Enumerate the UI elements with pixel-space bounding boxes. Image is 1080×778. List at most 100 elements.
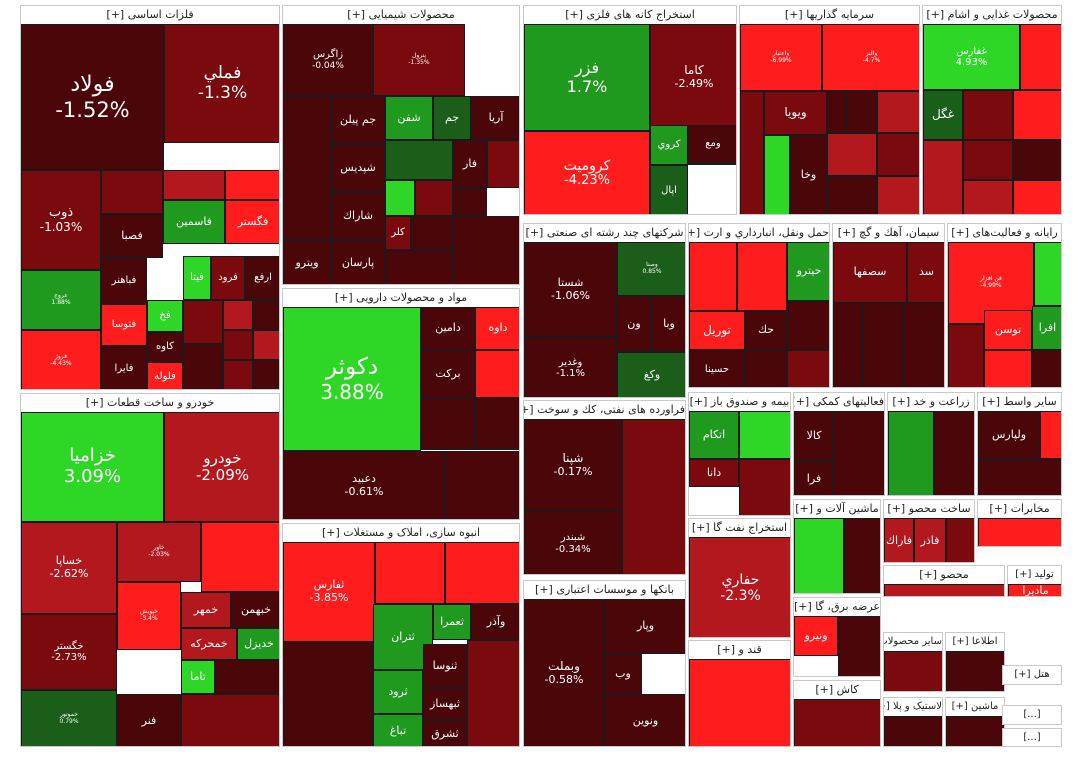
stock-tile[interactable]: شپنا -0.17% — [524, 419, 622, 511]
sector-title[interactable]: ماشین آلات و [+] — [795, 502, 879, 515]
stock-tile[interactable]: كالا — [794, 411, 834, 461]
stock-tile[interactable]: ثتران — [373, 604, 433, 670]
sector-9[interactable]: فن افزار -4.99% توسن افرا رایانه و فعالیت‌ها… — [947, 223, 1062, 388]
stock-tile[interactable]: داوه — [475, 307, 519, 350]
stock-tile[interactable]: دكوثر 3.88% — [283, 307, 421, 451]
sector-title[interactable]: [...] — [1023, 732, 1041, 743]
sector-title[interactable]: شرکتهای چند رشته ای صنعتی [+] — [525, 226, 684, 239]
stock-tile[interactable]: شپديس — [331, 144, 385, 192]
sector-title[interactable]: انبوه سازی، املاک و مستغلات [+] — [321, 526, 481, 539]
sector-24[interactable]: ماديرا تولید [+] — [1007, 565, 1062, 597]
stock-tile[interactable]: ونيرو — [794, 616, 838, 656]
sector-title[interactable]: فراورده های نفتی، کك و سوخت [+] — [524, 403, 685, 416]
sector-16[interactable]: ولپارس سایر واسط [+] — [977, 392, 1062, 496]
stock-tile[interactable]: پترول -1.35% — [373, 24, 465, 96]
stock-tile[interactable]: كروي — [650, 125, 688, 165]
sector-10[interactable]: خزاميا 3.09% خودرو -2.09% خساپا -2.62% خاور -2.… — [20, 393, 280, 747]
stock-tile[interactable]: ارفع — [245, 256, 279, 300]
stock-tile[interactable]: خاور -2.03% — [117, 522, 201, 582]
sector-title[interactable]: حمل ونقل، انبارداري و ارت [+] — [689, 226, 829, 239]
stock-tile[interactable]: غفارس 4.93% — [923, 24, 1020, 90]
sector-29[interactable]: لاستیک و پلا [+] — [883, 697, 943, 747]
sector-8[interactable]: سصفها سد سیمان، آهك و گچ [+] — [832, 223, 945, 388]
sector-14[interactable]: كالا فرا فعالیتهای کمکی [+] — [793, 392, 885, 496]
stock-tile[interactable]: ويويا — [764, 91, 827, 135]
stock-tile[interactable]: دامين — [421, 307, 475, 350]
stock-tile[interactable]: شبندر -0.34% — [524, 511, 622, 574]
stock-tile[interactable]: فايرا — [101, 346, 147, 389]
stock-tile[interactable]: فرود — [211, 256, 245, 300]
stock-tile[interactable]: خساپا -2.62% — [21, 522, 117, 614]
sector-title[interactable]: فعالیتهای کمکی [+] — [794, 395, 884, 408]
stock-tile[interactable]: فيتا — [183, 256, 211, 300]
sector-5[interactable]: دكوثر 3.88% دامين داوه بركت دعبيد -0.61% مواد و… — [282, 288, 520, 520]
stock-tile[interactable]: وخا — [790, 135, 827, 214]
sector-title[interactable]: بانکها و موسسات اعتباری [+] — [535, 583, 674, 596]
sector-title[interactable]: سرمایه گذاریها [+] — [784, 8, 875, 21]
stock-tile[interactable]: فروژ -4.43% — [21, 330, 101, 389]
sector-title[interactable]: محصو [+] — [919, 568, 969, 581]
stock-tile[interactable]: وبملت -0.58% — [524, 599, 604, 746]
stock-tile[interactable]: ثنوسا — [423, 644, 467, 688]
sector-17[interactable]: حفاري -2.3% استخراج نفت گا [+] — [688, 518, 791, 638]
stock-tile[interactable]: خودرو -2.09% — [164, 412, 279, 522]
sector-18[interactable]: ماشین آلات و [+] — [793, 499, 881, 594]
stock-tile[interactable]: واعتبار -6.99% — [740, 24, 822, 91]
sector-6[interactable]: شستا -1.06% وغدير -1.1% وصنا 0.85% ون وبا وكغ شرک… — [523, 223, 686, 398]
stock-tile[interactable]: ثفارس -3.85% — [283, 542, 375, 642]
sector-title[interactable]: ماشین [+] — [951, 701, 999, 712]
stock-tile[interactable]: فزر 1.7% — [524, 24, 650, 131]
sector-0[interactable]: فولاد -1.52% فملي -1.3% ذوب -1.03% فصبا فاسمين ف… — [20, 5, 280, 390]
stock-tile[interactable]: كاما -2.49% — [650, 24, 736, 131]
stock-tile[interactable]: بركت — [421, 350, 475, 398]
stock-tile[interactable]: ماديرا — [1008, 584, 1061, 596]
sector-3[interactable]: واعتبار -6.99% والبر -4.7% ويويا وخا سرمایه گذ… — [739, 5, 920, 215]
stock-tile[interactable]: فخ — [147, 300, 183, 332]
stock-tile[interactable]: ذوب -1.03% — [21, 170, 101, 270]
sector-title[interactable]: لاستیک و پلا [+] — [884, 701, 942, 712]
sector-title[interactable]: [...] — [1023, 709, 1041, 720]
stock-tile[interactable]: وپار — [604, 599, 685, 654]
sector-title[interactable]: قند و [+] — [717, 643, 762, 656]
sector-title[interactable]: مخابرات [+] — [989, 502, 1050, 515]
sector-title[interactable]: خودرو و ساخت قطعات [+] — [85, 396, 215, 409]
stock-tile[interactable]: فلوله — [147, 362, 183, 389]
stock-tile[interactable]: خپويش -3.4% — [117, 582, 181, 650]
stock-tile[interactable]: خگستر -2.73% — [21, 614, 117, 690]
stock-tile[interactable]: وغدير -1.1% — [524, 337, 617, 397]
stock-tile[interactable]: فرا — [794, 461, 834, 495]
sector-1[interactable]: زاگرس -0.04% پترول -1.35% جم پيلن شفن جم آريا شپ… — [282, 5, 520, 285]
stock-tile[interactable]: آريا — [471, 96, 519, 140]
sector-7[interactable]: حيترو توريل حسينا حك حمل ونقل، انبارداري و ا… — [688, 223, 830, 388]
stock-tile[interactable]: اتكام — [689, 411, 739, 459]
sector-title[interactable]: سایر واسط [+] — [982, 395, 1057, 408]
stock-tile[interactable]: ويترو — [283, 240, 331, 284]
sector-28[interactable]: كاش [+] — [793, 680, 881, 747]
stock-tile[interactable]: كلر — [385, 216, 411, 250]
sector-22[interactable]: ونيرو عرضه برق، گا [+] — [793, 597, 881, 677]
sector-title[interactable]: محصولات غذایی و اشام [+] — [926, 8, 1058, 21]
stock-tile[interactable]: غگل — [923, 90, 963, 140]
stock-tile[interactable]: ولپارس — [978, 411, 1040, 459]
stock-tile[interactable]: فنر — [117, 694, 181, 746]
stock-tile[interactable]: ثبهساز — [423, 688, 467, 720]
sector-title[interactable]: ساخت محصو [+] — [887, 502, 971, 515]
sector-title[interactable]: كاش [+] — [815, 683, 859, 696]
sector-title[interactable]: فلزات اساسی [+] — [106, 8, 194, 21]
stock-tile[interactable]: تباغ — [373, 714, 423, 746]
stock-tile[interactable]: والبر -4.7% — [822, 24, 919, 91]
sector-title[interactable]: مواد و محصولات دارویی [+] — [334, 291, 468, 304]
stock-tile[interactable]: ون — [617, 296, 651, 352]
stock-tile[interactable]: وآذر — [471, 604, 519, 640]
stock-tile[interactable]: خمهر — [181, 592, 231, 628]
stock-tile[interactable]: توريل — [689, 311, 745, 350]
sector-32[interactable]: [...] — [1002, 705, 1062, 725]
sector-13[interactable]: اتكام دانا بیمه و صندوق باز [+] — [688, 392, 791, 516]
stock-tile[interactable]: خديزل — [237, 628, 279, 660]
sector-title[interactable]: بیمه و صندوق باز [+] — [689, 395, 790, 408]
stock-tile[interactable]: خبهمن — [231, 592, 279, 628]
sector-title[interactable]: تولید [+] — [1015, 569, 1054, 580]
stock-tile[interactable]: فباهنر — [101, 258, 147, 304]
stock-tile[interactable]: حك — [745, 311, 787, 350]
stock-tile[interactable]: ومع — [688, 125, 736, 163]
